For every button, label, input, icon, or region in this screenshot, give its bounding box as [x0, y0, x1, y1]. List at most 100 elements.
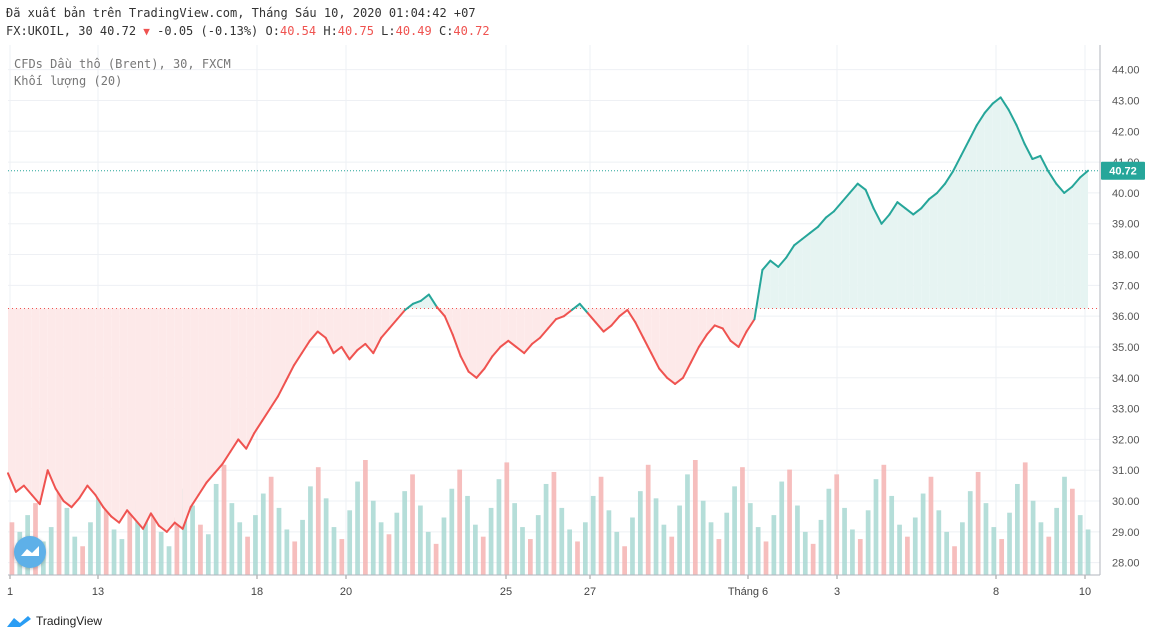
area-segment: [341, 308, 350, 360]
volume-bar: [465, 495, 470, 575]
area-segment: [214, 308, 223, 474]
volume-bar: [771, 515, 777, 575]
area-segment: [317, 308, 326, 338]
price-segment: [213, 463, 224, 475]
x-tick-label: 27: [584, 586, 596, 598]
area-segment: [8, 308, 16, 492]
price-segment: [523, 342, 534, 355]
volume-bar: [1015, 483, 1020, 575]
volume-bar: [575, 541, 580, 575]
area-segment: [135, 308, 143, 529]
price-segment: [713, 324, 724, 330]
series-legend[interactable]: CFDs Dầu thô (Brent), 30, FXCM: [14, 57, 231, 71]
area-segment: [325, 308, 334, 354]
volume-bar: [795, 505, 800, 575]
volume-bar: [182, 488, 188, 575]
export-info: Đã xuất bản trên TradingView.com, Tháng …: [6, 6, 476, 20]
y-tick-label: 28.00: [1112, 558, 1140, 570]
area-segment: [849, 183, 858, 309]
area-segment: [1040, 155, 1049, 309]
volume-bar: [779, 481, 785, 575]
area-segment: [103, 308, 112, 517]
volume-bar: [724, 512, 730, 575]
price-segment: [7, 472, 17, 493]
volume-bar: [386, 534, 392, 575]
area-segment: [770, 260, 779, 309]
price-segment: [22, 484, 33, 496]
volume-bar: [960, 522, 965, 575]
area-segment: [166, 308, 175, 532]
volume-bar: [190, 505, 195, 575]
volume-bar: [802, 531, 808, 575]
volume-bar: [826, 488, 832, 575]
price-segment: [539, 327, 549, 339]
price-segment: [618, 309, 629, 318]
area-segment: [254, 308, 263, 434]
volume-bar: [1007, 512, 1012, 575]
volume-bar: [315, 467, 321, 575]
close-value: 40.72: [453, 24, 490, 38]
price-segment: [30, 493, 41, 506]
price-segment: [944, 170, 954, 185]
area-segment: [675, 308, 683, 384]
volume-bar: [308, 486, 313, 575]
volume-bar: [363, 460, 368, 575]
x-tick-label: 8: [993, 586, 999, 598]
y-tick-label: 39.00: [1112, 219, 1140, 231]
area-segment: [1008, 109, 1017, 309]
price-segment: [205, 472, 216, 484]
volume-bar: [763, 541, 769, 575]
area-segment: [500, 308, 509, 347]
area-segment: [802, 232, 811, 309]
area-segment: [714, 308, 723, 329]
volume-bar: [543, 483, 549, 575]
area-segment: [143, 308, 151, 529]
area-segment: [413, 300, 421, 309]
area-segment: [1064, 186, 1073, 309]
price-segment: [419, 293, 430, 302]
price-segment: [785, 244, 796, 259]
area-segment: [365, 308, 374, 354]
symbol-ohlc-bar: FX:UKOIL, 30 40.72 ▼ -0.05 (-0.13%) O:40…: [6, 24, 490, 38]
y-tick-label: 43.00: [1112, 95, 1140, 107]
volume-bar: [512, 503, 518, 575]
price-segment: [396, 309, 407, 321]
area-segment: [595, 308, 604, 332]
area-segment: [15, 308, 24, 492]
volume-bar: [268, 476, 274, 575]
volume-bar: [567, 529, 572, 575]
price-segment: [1071, 176, 1082, 188]
volume-bar: [606, 510, 612, 575]
price-segment: [547, 318, 557, 330]
volume-bar: [504, 462, 510, 575]
volume-bar: [1046, 536, 1052, 575]
price-segment: [324, 336, 335, 355]
price-segment: [197, 481, 208, 496]
volume-bar: [410, 474, 415, 575]
price-segment: [1007, 108, 1018, 127]
volume-bar: [64, 507, 70, 575]
price-segment: [380, 327, 391, 339]
price-segment: [102, 506, 113, 518]
area-segment: [373, 308, 382, 354]
volume-bar: [897, 524, 902, 575]
price-segment: [809, 225, 819, 234]
area-segment: [841, 192, 850, 309]
price-segment: [70, 496, 81, 509]
footer-brand[interactable]: TradingView: [6, 614, 102, 628]
area-segment: [921, 199, 930, 309]
area-segment: [278, 308, 286, 397]
down-arrow-icon: ▼: [143, 25, 150, 38]
x-tick-label: 20: [340, 586, 352, 598]
volume-bar: [1038, 522, 1044, 575]
price-line: [7, 96, 1100, 533]
price-segment: [1079, 169, 1089, 179]
price-segment: [181, 506, 192, 530]
price-segment: [221, 450, 232, 466]
price-segment: [634, 321, 645, 339]
price-segment: [86, 484, 97, 496]
volume-bar: [614, 531, 620, 575]
area-segment: [905, 208, 914, 309]
volume-legend[interactable]: Khối lượng (20): [14, 74, 123, 88]
